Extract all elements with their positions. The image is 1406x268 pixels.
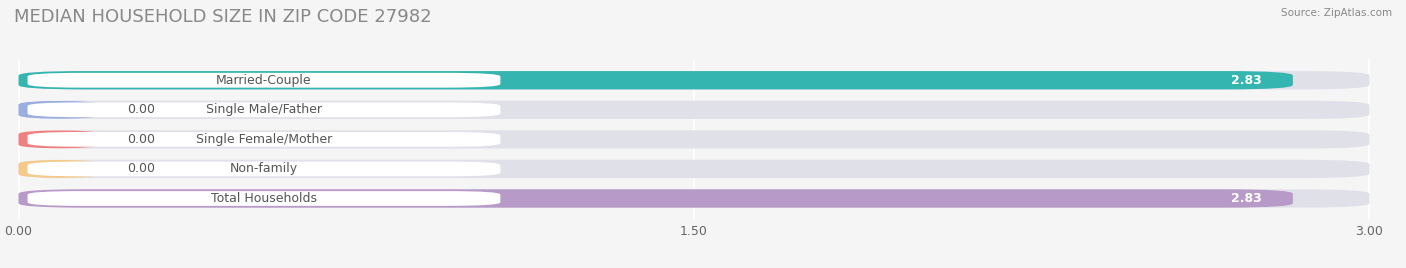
Text: 2.83: 2.83 (1230, 74, 1261, 87)
FancyBboxPatch shape (28, 132, 501, 147)
FancyBboxPatch shape (18, 130, 1369, 148)
Text: 2.83: 2.83 (1230, 192, 1261, 205)
FancyBboxPatch shape (18, 71, 1369, 90)
Text: Married-Couple: Married-Couple (217, 74, 312, 87)
Text: 0.00: 0.00 (127, 133, 155, 146)
FancyBboxPatch shape (28, 102, 501, 117)
FancyBboxPatch shape (18, 130, 100, 148)
Text: Non-family: Non-family (231, 162, 298, 176)
FancyBboxPatch shape (18, 189, 1294, 208)
Text: 0.00: 0.00 (127, 103, 155, 116)
Text: Single Male/Father: Single Male/Father (205, 103, 322, 116)
FancyBboxPatch shape (18, 189, 1369, 208)
Text: Total Households: Total Households (211, 192, 316, 205)
Text: Single Female/Mother: Single Female/Mother (195, 133, 332, 146)
Text: MEDIAN HOUSEHOLD SIZE IN ZIP CODE 27982: MEDIAN HOUSEHOLD SIZE IN ZIP CODE 27982 (14, 8, 432, 26)
FancyBboxPatch shape (28, 73, 501, 88)
FancyBboxPatch shape (28, 162, 501, 176)
FancyBboxPatch shape (18, 160, 100, 178)
Text: 0.00: 0.00 (127, 162, 155, 176)
FancyBboxPatch shape (18, 71, 1294, 90)
FancyBboxPatch shape (18, 101, 100, 119)
FancyBboxPatch shape (18, 101, 1369, 119)
Text: Source: ZipAtlas.com: Source: ZipAtlas.com (1281, 8, 1392, 18)
FancyBboxPatch shape (18, 160, 1369, 178)
FancyBboxPatch shape (28, 191, 501, 206)
